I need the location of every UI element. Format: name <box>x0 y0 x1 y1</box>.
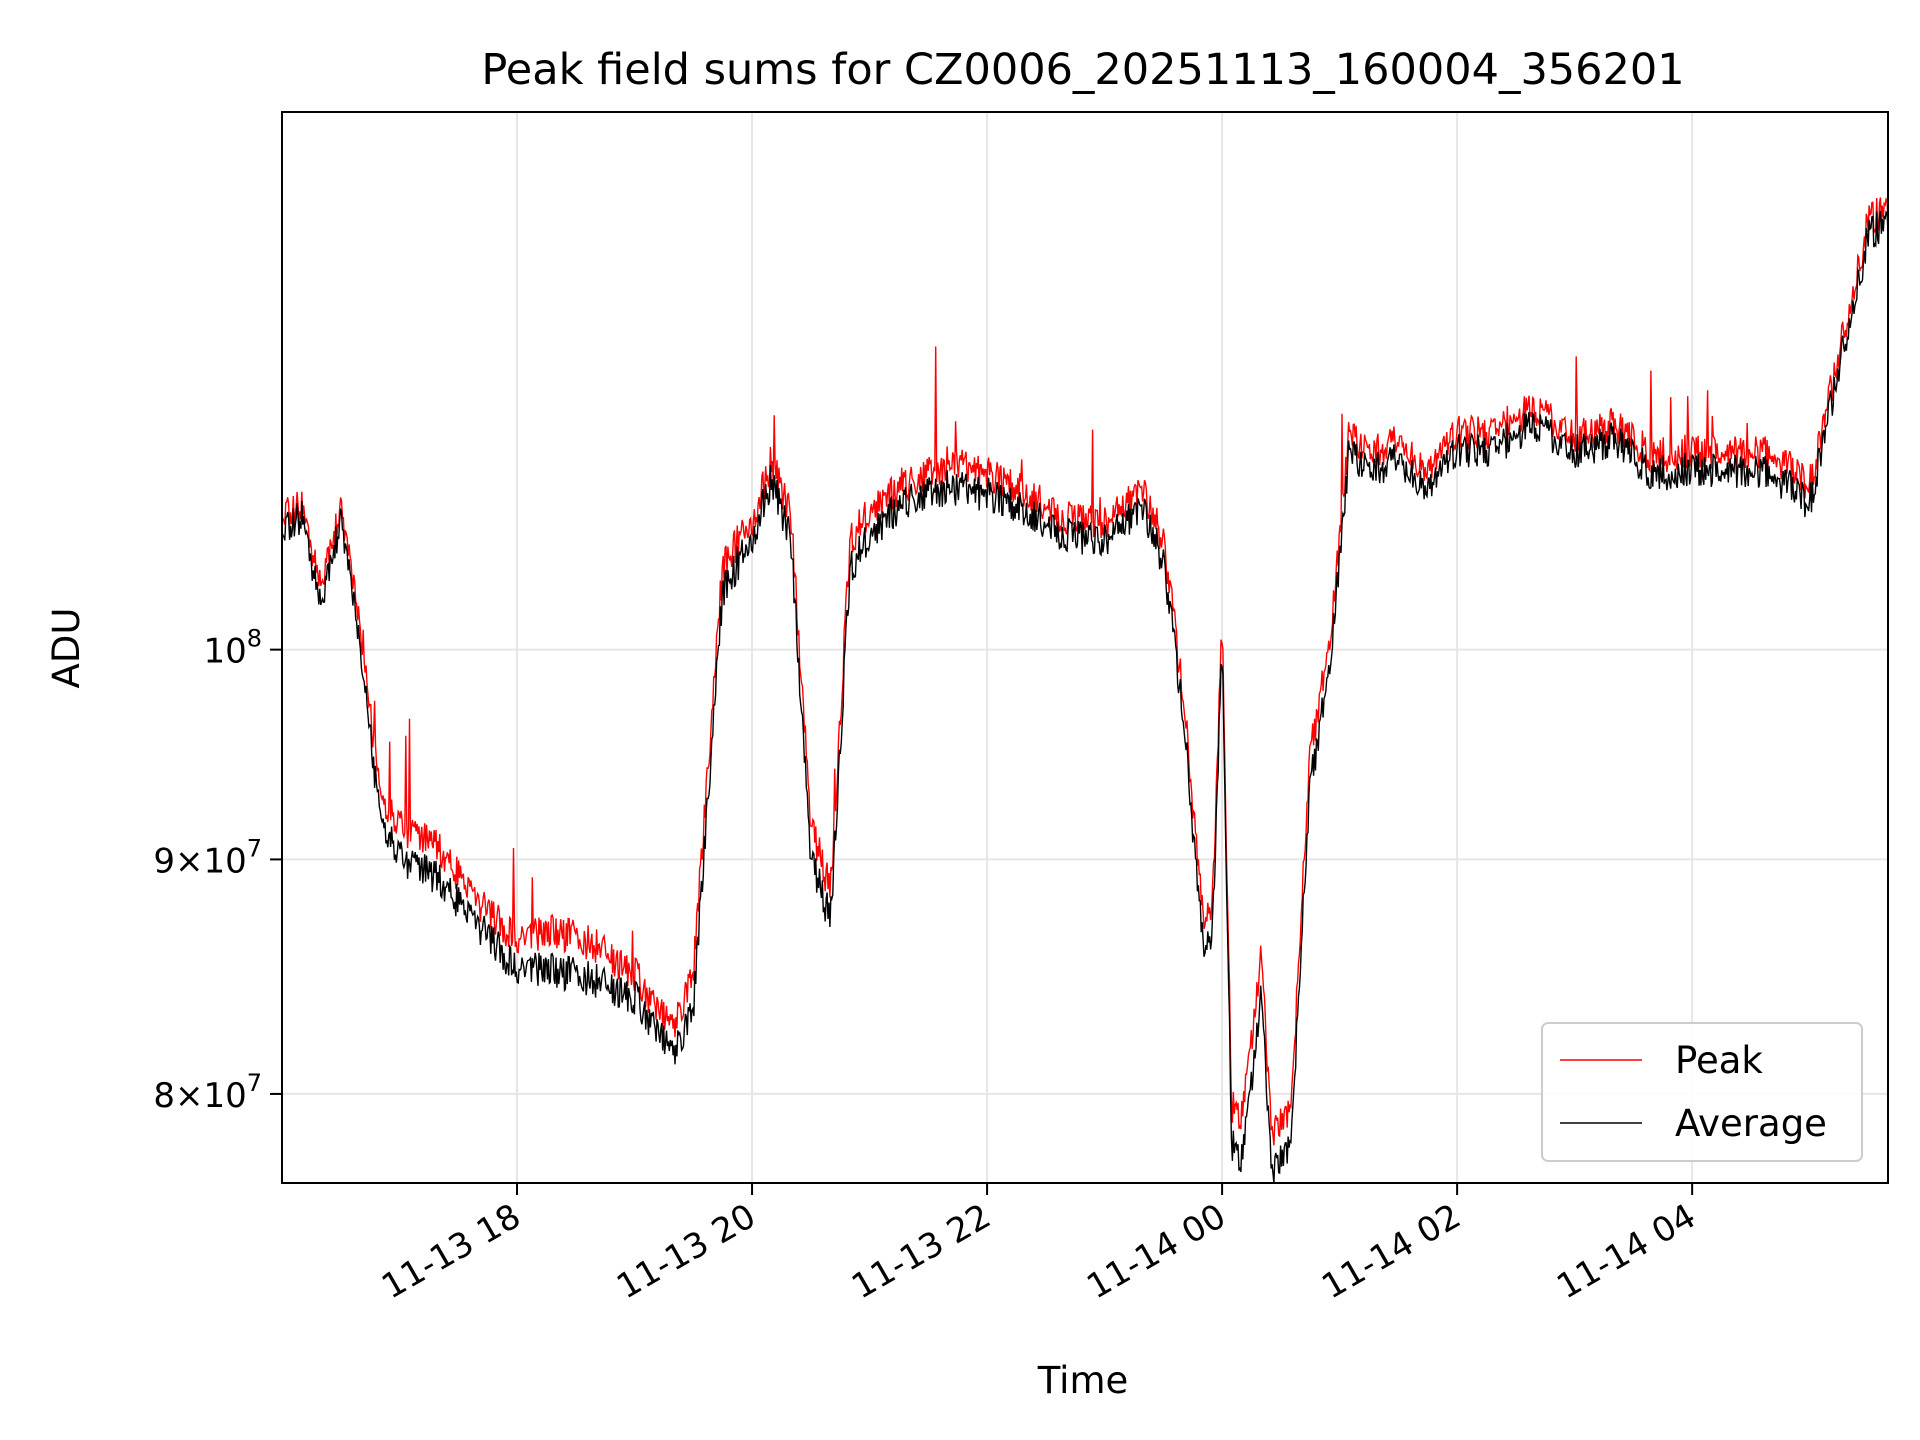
series-layer <box>282 196 1888 1183</box>
legend: Peak Average <box>1541 1022 1863 1162</box>
x-axis-label: Time <box>1037 1359 1129 1402</box>
series-peak-line <box>282 196 1888 1146</box>
legend-average-label: Average <box>1675 1102 1827 1145</box>
y-axis-label: ADU <box>45 608 88 689</box>
y-tick-label: 9×107 <box>153 834 262 881</box>
plot-frame <box>281 111 1889 1184</box>
chart-title: Peak field sums for CZ0006_20251113_1600… <box>481 45 1684 95</box>
series-average-line <box>282 209 1888 1183</box>
legend-box <box>1541 1022 1863 1162</box>
y-axis: 8×107 9×107 108 <box>153 625 282 1116</box>
plot-area <box>282 196 1888 1183</box>
y-tick-label: 8×107 <box>153 1069 262 1116</box>
y-tick-label: 108 <box>203 625 262 672</box>
legend-peak-label: Peak <box>1675 1039 1763 1082</box>
